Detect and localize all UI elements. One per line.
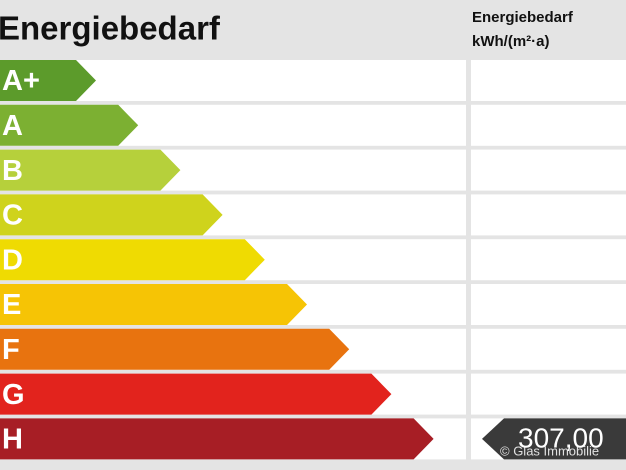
class-label: A+ — [2, 65, 40, 97]
row-right — [471, 284, 626, 325]
row-right — [471, 239, 626, 281]
row-right — [471, 60, 626, 101]
class-arrow — [0, 373, 392, 415]
indicator-arrow — [482, 418, 626, 460]
class-arrow — [0, 194, 223, 236]
title: Energiebedarf — [0, 10, 221, 47]
class-label: B — [2, 155, 23, 187]
row-right — [471, 328, 626, 370]
column-title: Energiebedarf — [472, 9, 574, 26]
class-arrow — [0, 418, 434, 460]
class-arrow — [0, 284, 307, 325]
class-arrow — [0, 60, 96, 101]
row-right — [471, 373, 626, 415]
class-label: E — [2, 289, 21, 321]
class-label: F — [2, 334, 20, 366]
watermark: © Glas Immobilie — [500, 443, 599, 458]
class-arrow — [0, 104, 139, 146]
column-unit: kWh/(m²·a) — [472, 33, 550, 50]
class-label: H — [2, 424, 23, 456]
class-arrow — [0, 328, 350, 370]
class-arrow — [0, 149, 181, 191]
indicator-value: 307,00 — [518, 422, 604, 453]
class-label: G — [2, 379, 25, 411]
row-right — [471, 104, 626, 146]
row-right — [471, 194, 626, 236]
row-right — [471, 149, 626, 191]
class-arrow — [0, 239, 265, 281]
class-label: D — [2, 244, 23, 276]
class-label: C — [2, 200, 23, 232]
class-label: A — [2, 110, 23, 142]
